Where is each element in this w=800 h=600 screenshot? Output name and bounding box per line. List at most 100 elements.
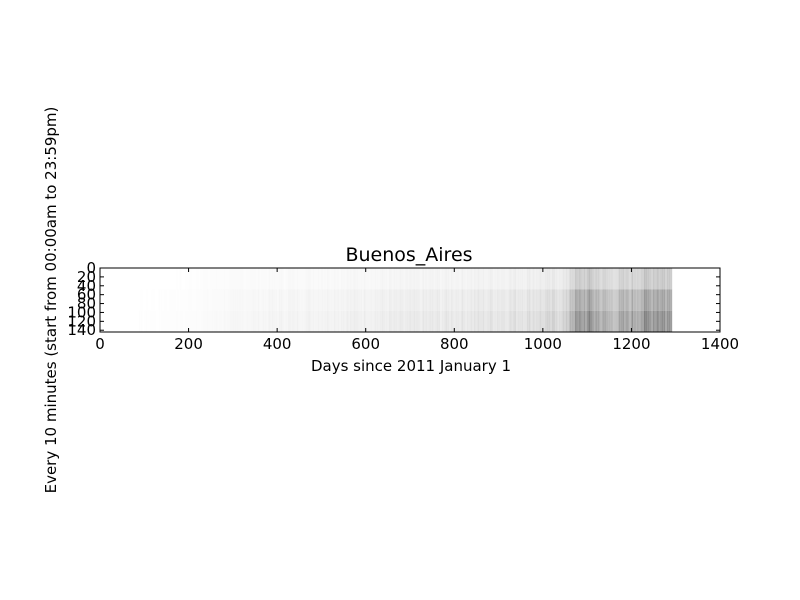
heatmap-cell [340,289,343,311]
heatmap-cell [399,289,402,311]
heatmap-cell [392,310,395,332]
heatmap-cell [411,268,414,290]
heatmap-cell [434,310,437,332]
heatmap-cell [509,268,511,290]
heatmap-cell [475,268,478,290]
axes-frame [99,267,721,333]
heatmap-cell [629,310,632,332]
heatmap-cell [264,268,267,290]
heatmap-cell [278,310,281,332]
heatmap-cell [656,310,658,332]
heatmap-cell [647,289,650,311]
heatmap-cell [578,268,581,290]
heatmap-cell [287,310,290,332]
heatmap-cell [238,289,240,311]
heatmap-cell [452,268,455,290]
heatmap-cell [659,268,662,290]
heatmap-cell [429,310,432,332]
heatmap-cell [286,268,288,290]
heatmap-cell [470,268,472,290]
heatmap-cell [482,268,485,290]
heatmap-cell [654,310,657,332]
heatmap-cell [172,310,175,332]
heatmap-cell [277,268,279,290]
heatmap-cell [583,310,586,332]
heatmap-cell [324,289,327,311]
heatmap-cell [294,268,297,290]
heatmap-cell [268,289,271,311]
x-tick-label: 800 [440,335,469,353]
heatmap-cell [250,268,253,290]
heatmap-cell [652,310,655,332]
heatmap-cell [495,268,497,290]
heatmap-cell [309,310,311,332]
heatmap-cell [160,310,162,332]
heatmap-cell [647,268,650,290]
heatmap-cell [585,268,588,290]
heatmap-cell [293,268,295,290]
heatmap-cell [537,268,540,290]
heatmap-cell [266,268,269,290]
heatmap-cell [206,268,209,290]
heatmap-cell [314,289,317,311]
heatmap-cell [438,289,441,311]
heatmap-cell [477,289,480,311]
heatmap-cell [300,268,302,290]
heatmap-cell [525,310,527,332]
heatmap-cell [392,289,395,311]
heatmap-cell [339,268,341,290]
heatmap-cell [447,268,449,290]
heatmap-cell [342,289,345,311]
heatmap-cell [512,268,515,290]
heatmap-cell [433,268,435,290]
heatmap-cell [658,310,660,332]
heatmap-cell [574,268,577,290]
heatmap-cell [197,310,200,332]
heatmap-cell [626,289,628,311]
x-tick-label: 0 [95,335,105,353]
heatmap-cell [323,289,325,311]
heatmap-cell [610,310,612,332]
heatmap-cell [569,310,572,332]
heatmap-cell [167,310,170,332]
heatmap-cell [661,310,664,332]
heatmap-cell [401,268,403,290]
heatmap-cell [250,289,253,311]
heatmap-cell [254,268,256,290]
heatmap-cell [360,289,363,311]
heatmap-cell [153,289,155,311]
heatmap-cell [307,289,310,311]
heatmap-cell [415,289,418,311]
heatmap-cell [381,268,384,290]
heatmap-cell [333,289,336,311]
heatmap-cell [526,289,529,311]
heatmap-cell [179,310,182,332]
heatmap-cell [326,310,329,332]
heatmap-cell [576,268,579,290]
heatmap-cell [413,268,416,290]
heatmap-cell [631,310,634,332]
heatmap-cell [642,289,644,311]
heatmap-cell [252,289,255,311]
heatmap-cell [254,289,256,311]
heatmap-cell [668,289,671,311]
heatmap-cell [408,310,410,332]
heatmap-cell [332,310,334,332]
heatmap-cell [461,310,464,332]
heatmap-cell [356,289,359,311]
heatmap-cell [413,289,416,311]
heatmap-cell [411,310,414,332]
heatmap-cell [502,289,504,311]
heatmap-cell [668,310,671,332]
heatmap-cell [255,268,258,290]
heatmap-cell [353,268,356,290]
heatmap-cell [385,310,387,332]
heatmap-cell [378,268,380,290]
heatmap-cell [349,289,352,311]
heatmap-cell [410,268,412,290]
heatmap-cell [535,310,538,332]
heatmap-cell [608,310,611,332]
heatmap-cell [663,310,666,332]
